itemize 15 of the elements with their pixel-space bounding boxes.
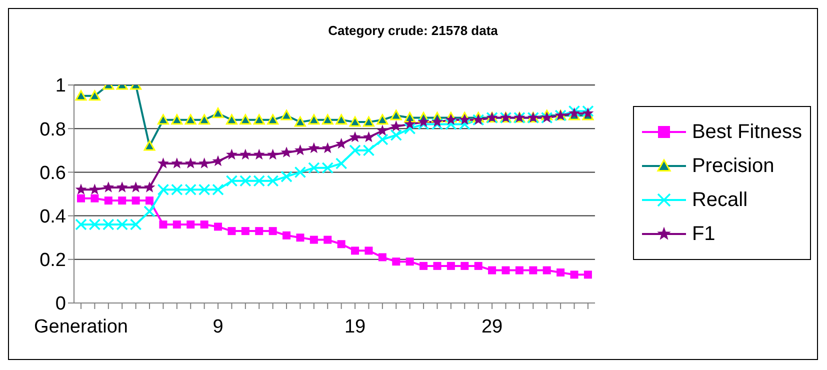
x-tick-label: Generation (34, 316, 128, 338)
x-tick-label: 29 (481, 316, 503, 338)
legend-label: Recall (692, 188, 748, 212)
legend-label: Best Fitness (692, 120, 802, 144)
x-tick-label: 9 (212, 316, 224, 338)
chart-title: Category crude: 21578 data (327, 23, 499, 38)
x-tick-label: 19 (344, 316, 366, 338)
legend-label: Precision (692, 154, 774, 178)
y-tick-label: 0.2 (40, 250, 66, 272)
y-tick-label: 0.8 (40, 119, 66, 140)
y-tick-label: 0 (55, 294, 66, 315)
legend-label: F1 (692, 222, 716, 246)
y-tick-label: 0.6 (40, 162, 66, 184)
y-tick-label: 0.4 (40, 206, 66, 228)
y-tick-label: 1 (55, 76, 66, 97)
